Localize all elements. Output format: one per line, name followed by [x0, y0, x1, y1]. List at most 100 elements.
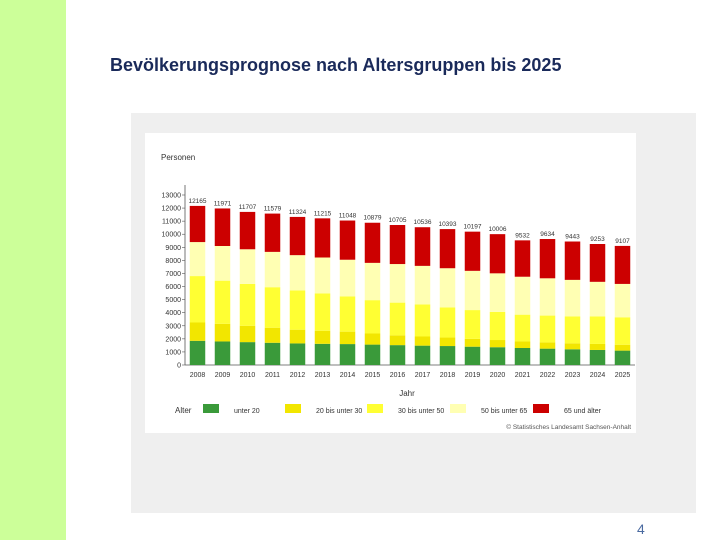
bar-total-label: 9107 — [615, 238, 630, 245]
bar-total-label: 11707 — [239, 204, 257, 211]
source-note: © Statistisches Landesamt Sachsen-Anhalt — [506, 423, 631, 431]
bar-segment-2 — [339, 331, 356, 345]
bar-segment-3 — [439, 307, 456, 338]
bar-segment-4 — [314, 257, 331, 294]
bar-segment-3 — [189, 276, 206, 323]
bar-segment-2 — [239, 325, 256, 343]
bar-segment-2 — [314, 330, 331, 344]
bar-total-label: 10705 — [388, 217, 406, 224]
bar-segment-4 — [539, 278, 556, 316]
x-tick-label: 2017 — [415, 372, 431, 379]
bar-segment-2 — [489, 340, 506, 348]
bar-segment-3 — [264, 287, 281, 328]
bar-segment-2 — [514, 341, 531, 348]
bar-segment-1 — [439, 346, 456, 365]
bar-segment-2 — [414, 336, 431, 346]
bar-segment-4 — [214, 246, 231, 281]
bar-total-label: 9634 — [540, 231, 555, 238]
bar-segment-5 — [439, 229, 456, 269]
x-tick-label: 2021 — [515, 372, 531, 379]
x-tick-label: 2015 — [365, 372, 381, 379]
y-tick-label: 5000 — [165, 297, 181, 304]
bar-segment-5 — [289, 216, 306, 256]
legend-label: 50 bis unter 65 — [481, 408, 527, 415]
bar-total-label: 10197 — [463, 224, 481, 231]
bar-segment-4 — [589, 281, 606, 317]
bar-total-label: 11579 — [264, 206, 282, 213]
bar-total-label: 11215 — [314, 210, 332, 217]
y-tick-label: 8000 — [165, 258, 181, 265]
bar-segment-2 — [364, 333, 381, 345]
bar-segment-1 — [364, 344, 381, 365]
bar-segment-5 — [464, 231, 481, 271]
x-axis-title: Jahr — [399, 389, 415, 398]
x-tick-label: 2010 — [240, 372, 256, 379]
x-tick-label: 2020 — [490, 372, 506, 379]
y-tick-label: 3000 — [165, 323, 181, 330]
bar-segment-4 — [414, 265, 431, 305]
bar-total-label: 10393 — [438, 221, 456, 228]
bar-segment-1 — [339, 344, 356, 365]
bar-segment-5 — [314, 218, 331, 258]
legend-title: Alter — [175, 406, 192, 415]
bar-segment-5 — [239, 211, 256, 250]
bar-segment-3 — [214, 280, 231, 324]
bar-segment-3 — [339, 296, 356, 332]
bar-total-label: 10006 — [488, 226, 506, 233]
bar-segment-1 — [414, 345, 431, 365]
bar-segment-1 — [589, 349, 606, 365]
legend-swatch — [533, 404, 549, 413]
bar-segment-5 — [264, 213, 281, 252]
bar-segment-4 — [239, 249, 256, 284]
decorative-green-strip — [0, 0, 66, 540]
legend-swatch — [203, 404, 219, 413]
legend-label: unter 20 — [234, 408, 260, 415]
legend-swatch — [285, 404, 301, 413]
x-tick-label: 2019 — [465, 372, 481, 379]
bar-segment-4 — [614, 283, 631, 318]
bar-segment-4 — [564, 279, 581, 317]
bar-total-label: 12165 — [188, 198, 206, 205]
bar-segment-4 — [339, 259, 356, 297]
bar-segment-2 — [539, 342, 556, 349]
bar-segment-4 — [489, 273, 506, 312]
bar-segment-4 — [464, 270, 481, 311]
legend-swatch — [450, 404, 466, 413]
x-tick-label: 2024 — [590, 372, 606, 379]
x-tick-label: 2008 — [190, 372, 206, 379]
bar-segment-2 — [214, 323, 231, 342]
bar-segment-1 — [514, 348, 531, 365]
bar-segment-2 — [389, 335, 406, 346]
y-axis-title: Personen — [161, 153, 195, 162]
bar-segment-1 — [264, 342, 281, 365]
x-tick-label: 2009 — [215, 372, 231, 379]
bar-segment-1 — [614, 350, 631, 365]
bar-segment-2 — [589, 343, 606, 350]
bar-segment-3 — [514, 314, 531, 342]
bar-segment-2 — [289, 329, 306, 344]
bar-segment-5 — [539, 239, 556, 279]
bar-segment-5 — [414, 227, 431, 266]
bar-segment-1 — [564, 349, 581, 365]
bar-segment-1 — [389, 345, 406, 365]
bar-segment-5 — [189, 205, 206, 243]
bar-segment-2 — [564, 343, 581, 350]
bar-total-label: 11971 — [214, 200, 232, 207]
bar-segment-3 — [489, 311, 506, 341]
bar-segment-4 — [364, 262, 381, 301]
bar-segment-5 — [564, 241, 581, 280]
y-tick-label: 1000 — [165, 349, 181, 356]
bar-segment-4 — [514, 276, 531, 315]
slide-title: Bevölkerungsprognose nach Altersgruppen … — [110, 55, 562, 75]
bar-segment-3 — [239, 283, 256, 326]
bar-total-label: 9532 — [515, 232, 530, 239]
bar-segment-3 — [614, 317, 631, 345]
bar-segment-1 — [539, 348, 556, 365]
bar-segment-2 — [439, 337, 456, 347]
x-tick-label: 2025 — [615, 372, 631, 379]
bar-segment-5 — [214, 208, 231, 246]
bar-segment-3 — [564, 316, 581, 344]
bar-segment-3 — [289, 290, 306, 330]
bar-segment-5 — [389, 225, 406, 265]
bar-segment-5 — [339, 220, 356, 260]
